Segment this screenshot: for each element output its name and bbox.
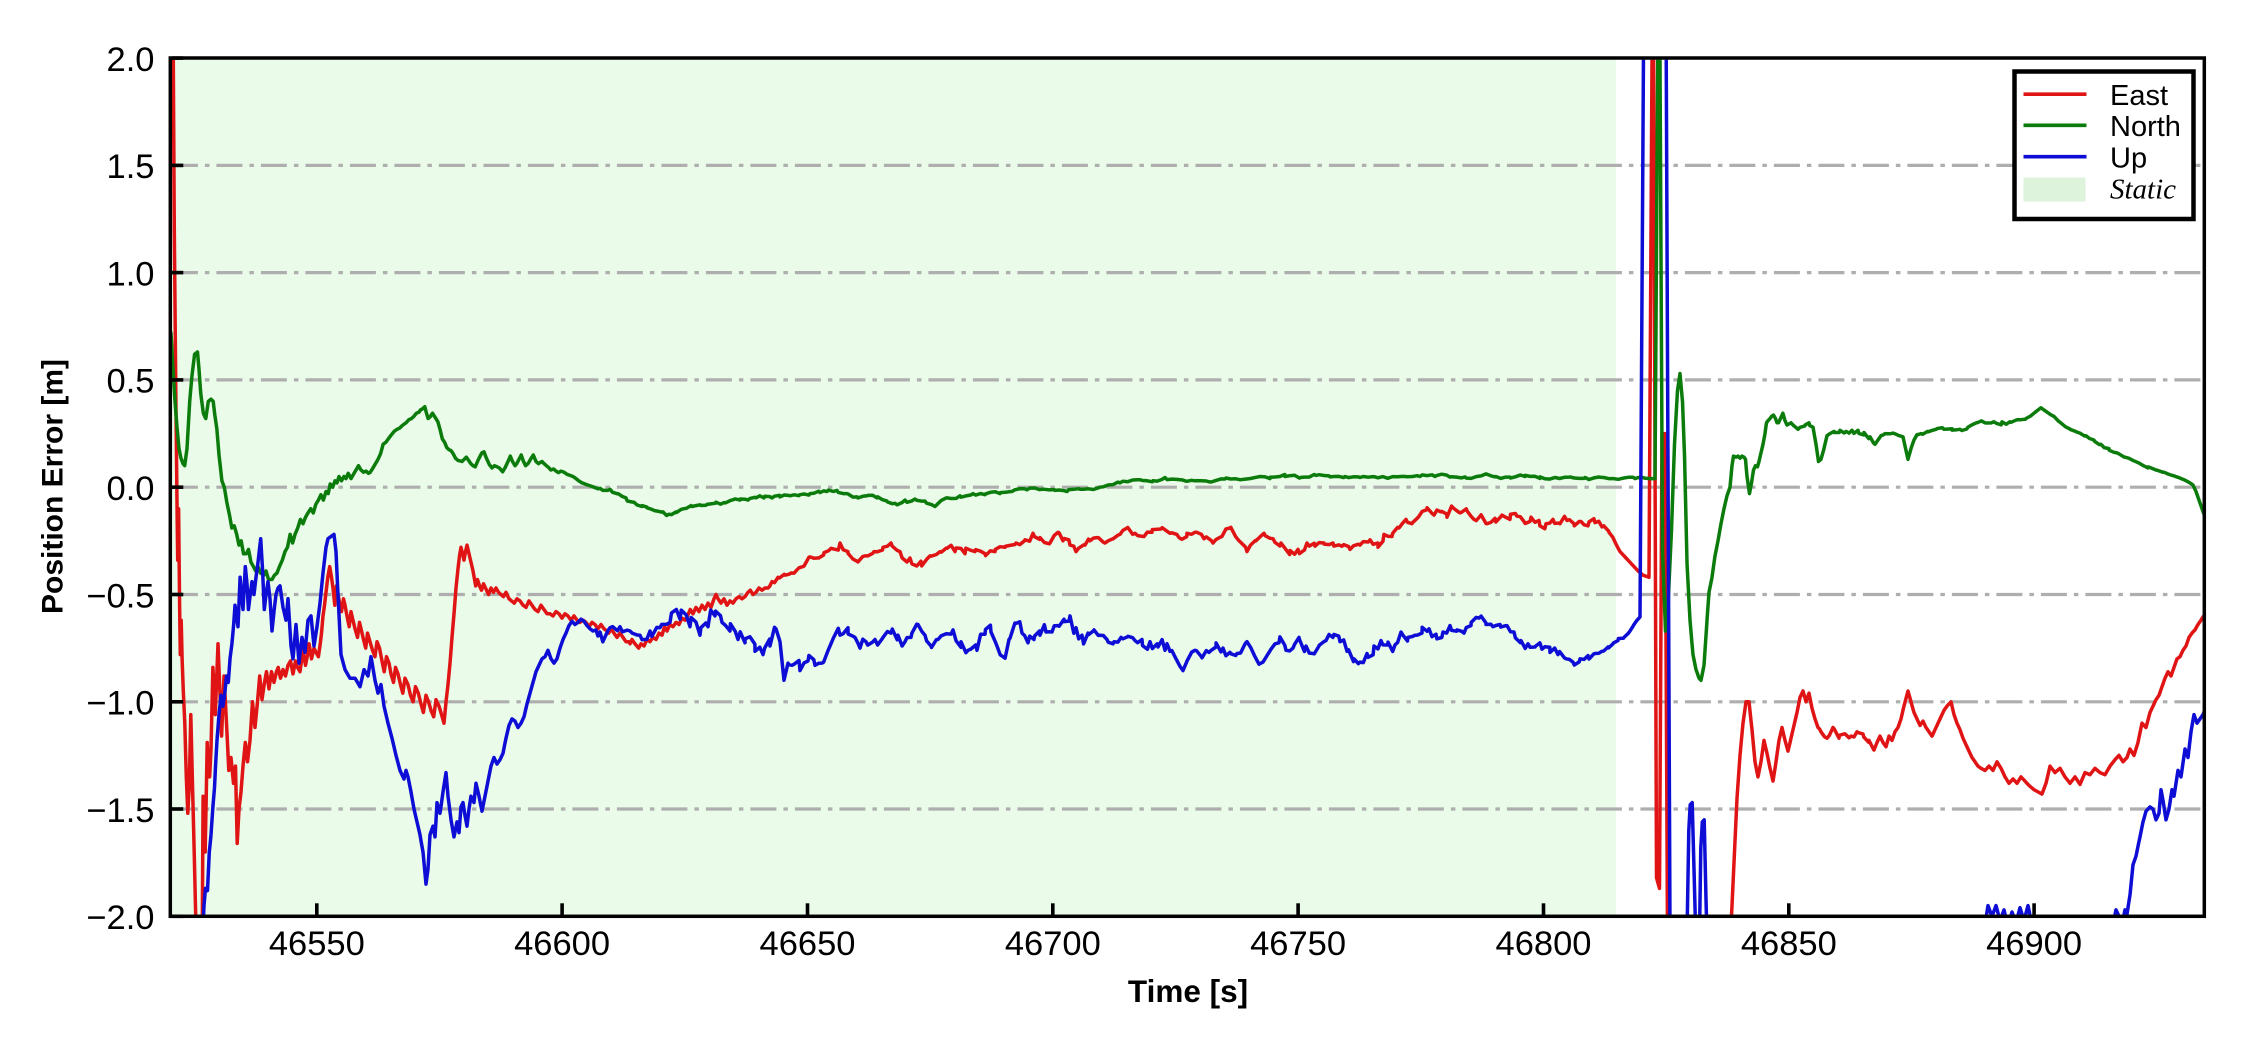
svg-text:Position Error [m]: Position Error [m] (37, 359, 70, 614)
svg-text:1.5: 1.5 (107, 148, 155, 186)
svg-text:46550: 46550 (269, 925, 365, 963)
svg-text:46750: 46750 (1250, 925, 1346, 963)
svg-text:−1.0: −1.0 (86, 685, 154, 723)
svg-text:Static: Static (2110, 174, 2176, 206)
svg-text:46900: 46900 (1986, 925, 2082, 963)
svg-text:46800: 46800 (1496, 925, 1592, 963)
svg-text:2.0: 2.0 (107, 41, 155, 79)
svg-text:−1.5: −1.5 (86, 792, 154, 830)
svg-text:46650: 46650 (760, 925, 856, 963)
svg-text:Up: Up (2110, 143, 2147, 175)
svg-text:1.0: 1.0 (107, 255, 155, 293)
svg-text:46850: 46850 (1741, 925, 1837, 963)
svg-text:East: East (2110, 80, 2168, 112)
svg-text:0.5: 0.5 (107, 363, 155, 401)
svg-text:−2.0: −2.0 (86, 899, 154, 937)
svg-text:Time [s]: Time [s] (1128, 973, 1248, 1009)
svg-text:0.0: 0.0 (107, 470, 155, 508)
svg-text:46600: 46600 (514, 925, 610, 963)
svg-text:North: North (2110, 111, 2181, 143)
svg-text:46700: 46700 (1005, 925, 1101, 963)
svg-text:−0.5: −0.5 (86, 577, 154, 615)
